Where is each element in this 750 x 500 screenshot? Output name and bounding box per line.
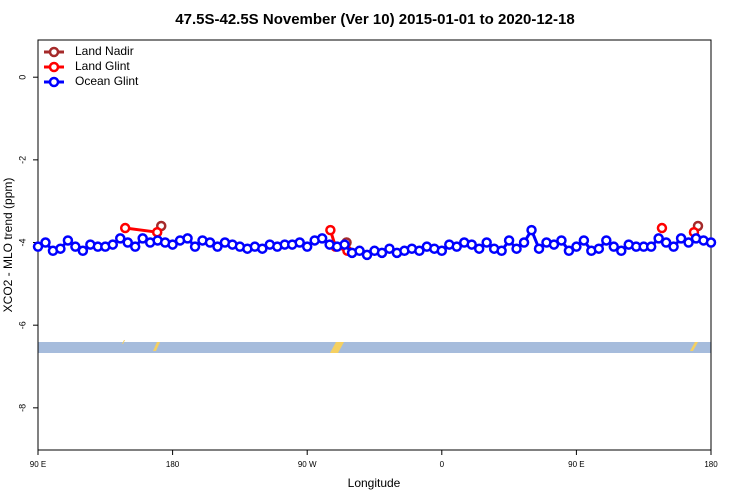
point (668, 241, 679, 252)
legend-label: Ocean Glint (75, 74, 139, 88)
point (414, 245, 425, 257)
point (451, 241, 463, 252)
point (384, 243, 395, 254)
point (556, 235, 567, 246)
x-tick-label: 90 E (30, 460, 46, 469)
point (339, 239, 350, 250)
point (122, 237, 133, 248)
point (189, 241, 201, 252)
point (548, 239, 560, 250)
point (496, 245, 507, 257)
point (325, 224, 336, 236)
point (32, 241, 44, 252)
y-tick-label: -2 (17, 156, 27, 164)
point (533, 243, 545, 254)
point (70, 241, 81, 252)
point (473, 243, 485, 254)
band-streaks (122, 340, 698, 353)
point (481, 237, 492, 248)
x-tick-label: 180 (704, 460, 718, 469)
point (436, 245, 448, 257)
point (705, 237, 717, 248)
legend-label: Land Nadir (75, 44, 134, 58)
point (294, 237, 305, 248)
land-band (38, 342, 711, 353)
y-tick-label: -8 (17, 404, 27, 412)
point (115, 233, 126, 244)
point (62, 235, 74, 246)
point (376, 247, 388, 259)
point (316, 233, 328, 244)
x-tick-label: 0 (440, 460, 445, 469)
point (182, 233, 193, 244)
legend-swatch-marker (48, 76, 60, 88)
point (656, 222, 668, 234)
point (526, 224, 537, 236)
point (593, 243, 605, 254)
point (578, 235, 590, 246)
point (653, 233, 664, 244)
point (683, 237, 694, 248)
point (55, 243, 66, 254)
point (301, 241, 313, 252)
legend-label: Land Glint (75, 59, 130, 73)
point (511, 243, 522, 254)
point (119, 222, 131, 234)
point (571, 241, 582, 252)
chart-title: 47.5S-42.5S November (Ver 10) 2015-01-01… (175, 11, 574, 28)
point (40, 237, 51, 248)
legend-swatch-marker (48, 46, 60, 58)
point (503, 235, 515, 246)
point (675, 233, 687, 244)
point (137, 233, 148, 244)
point (361, 249, 373, 261)
legend-swatch-marker (48, 61, 60, 73)
x-tick-label: 90 W (298, 460, 317, 469)
point (518, 237, 530, 248)
point (151, 226, 163, 238)
point (645, 241, 657, 252)
point (204, 237, 216, 248)
point (608, 241, 620, 252)
point (77, 245, 89, 257)
point (212, 241, 223, 252)
point (563, 245, 575, 257)
point (354, 245, 365, 257)
x-axis-label: Longitude (348, 476, 401, 490)
point (167, 239, 178, 250)
point (107, 239, 119, 250)
point (129, 241, 141, 252)
point (601, 235, 612, 246)
point (616, 245, 627, 257)
y-axis-label: XCO2 - MLO trend (ppm) (1, 178, 15, 313)
x-tick-label: 90 E (568, 460, 584, 469)
y-tick-label: -6 (17, 321, 27, 329)
x-tick-label: 180 (166, 460, 180, 469)
y-tick-label: 0 (17, 75, 27, 80)
y-tick-label: -4 (17, 239, 27, 247)
point (257, 243, 268, 254)
point (660, 237, 672, 248)
point (466, 239, 477, 250)
